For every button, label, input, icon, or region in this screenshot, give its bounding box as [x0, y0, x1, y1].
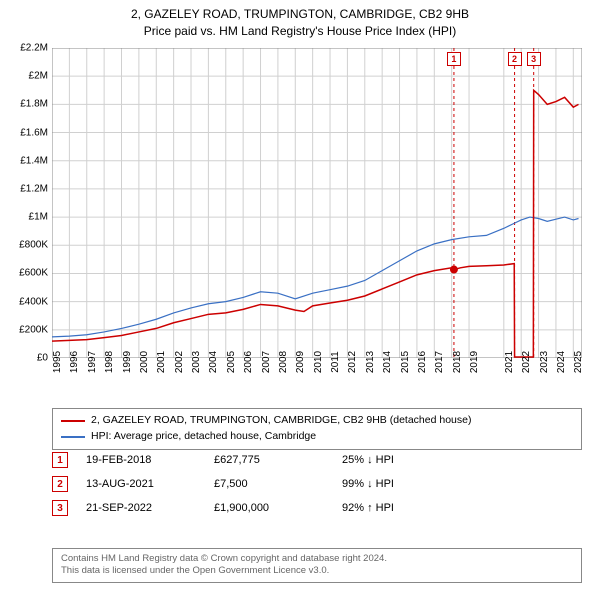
copyright-line-1: Contains HM Land Registry data © Crown c… — [61, 553, 573, 565]
legend-label-red: 2, GAZELEY ROAD, TRUMPINGTON, CAMBRIDGE,… — [91, 413, 471, 429]
event-row: 2 13-AUG-2021 £7,500 99% ↓ HPI — [52, 476, 582, 492]
xtick-label: 2016 — [417, 351, 428, 373]
ytick-label: £2.2M — [20, 43, 48, 54]
title-line-1: 2, GAZELEY ROAD, TRUMPINGTON, CAMBRIDGE,… — [0, 6, 600, 23]
chart-svg — [52, 48, 582, 358]
chart-event-badge: 2 — [508, 52, 522, 66]
event-date: 19-FEB-2018 — [86, 454, 196, 466]
chart-area: £0£200K£400K£600K£800K£1M£1.2M£1.4M£1.6M… — [52, 48, 582, 358]
xtick-label: 2014 — [382, 351, 393, 373]
event-price: £627,775 — [214, 454, 324, 466]
event-date: 21-SEP-2022 — [86, 502, 196, 514]
xtick-label: 2002 — [174, 351, 185, 373]
xtick-label: 2004 — [208, 351, 219, 373]
chart-container: 2, GAZELEY ROAD, TRUMPINGTON, CAMBRIDGE,… — [0, 0, 600, 590]
xtick-label: 2015 — [400, 351, 411, 373]
ytick-label: £1M — [29, 212, 48, 223]
xtick-label: 2013 — [365, 351, 376, 373]
events-block: 1 19-FEB-2018 £627,775 25% ↓ HPI 2 13-AUG-202… — [52, 452, 582, 524]
ytick-label: £1.2M — [20, 183, 48, 194]
ytick-label: £600K — [19, 268, 48, 279]
ytick-label: £800K — [19, 240, 48, 251]
xtick-label: 2010 — [313, 351, 324, 373]
xtick-label: 2003 — [191, 351, 202, 373]
event-badge: 2 — [52, 476, 68, 492]
legend-swatch-blue — [61, 436, 85, 438]
ytick-label: £1.8M — [20, 99, 48, 110]
ytick-label: £2M — [29, 71, 48, 82]
xtick-label: 1996 — [69, 351, 80, 373]
xtick-label: 2012 — [347, 351, 358, 373]
chart-event-badge: 3 — [527, 52, 541, 66]
event-row: 3 21-SEP-2022 £1,900,000 92% ↑ HPI — [52, 500, 582, 516]
event-pct: 99% ↓ HPI — [342, 478, 394, 490]
legend-item-red: 2, GAZELEY ROAD, TRUMPINGTON, CAMBRIDGE,… — [61, 413, 573, 429]
copyright-line-2: This data is licensed under the Open Gov… — [61, 565, 573, 577]
legend-box: 2, GAZELEY ROAD, TRUMPINGTON, CAMBRIDGE,… — [52, 408, 582, 450]
xtick-label: 2009 — [295, 351, 306, 373]
xtick-label: 2005 — [226, 351, 237, 373]
event-price: £1,900,000 — [214, 502, 324, 514]
ytick-label: £400K — [19, 296, 48, 307]
copyright-box: Contains HM Land Registry data © Crown c… — [52, 548, 582, 583]
ytick-label: £1.6M — [20, 127, 48, 138]
legend-item-blue: HPI: Average price, detached house, Camb… — [61, 429, 573, 445]
xtick-label: 2025 — [573, 351, 584, 373]
event-row: 1 19-FEB-2018 £627,775 25% ↓ HPI — [52, 452, 582, 468]
ytick-label: £0 — [37, 353, 48, 364]
xtick-label: 2000 — [139, 351, 150, 373]
ytick-label: £200K — [19, 324, 48, 335]
chart-event-badge: 1 — [447, 52, 461, 66]
xtick-label: 2011 — [330, 351, 341, 373]
title-block: 2, GAZELEY ROAD, TRUMPINGTON, CAMBRIDGE,… — [0, 0, 600, 42]
xtick-label: 2018 — [452, 351, 463, 373]
xtick-label: 2024 — [556, 351, 567, 373]
xtick-label: 1998 — [104, 351, 115, 373]
xtick-label: 2021 — [504, 351, 515, 373]
event-badge: 1 — [52, 452, 68, 468]
event-pct: 25% ↓ HPI — [342, 454, 394, 466]
xtick-label: 2019 — [469, 351, 480, 373]
xtick-label: 2022 — [521, 351, 532, 373]
xtick-label: 2008 — [278, 351, 289, 373]
ytick-label: £1.4M — [20, 155, 48, 166]
legend-swatch-red — [61, 420, 85, 422]
event-date: 13-AUG-2021 — [86, 478, 196, 490]
xtick-label: 2017 — [434, 351, 445, 373]
xtick-label: 1995 — [52, 351, 63, 373]
legend-label-blue: HPI: Average price, detached house, Camb… — [91, 429, 316, 445]
xtick-label: 2001 — [156, 351, 167, 373]
xtick-label: 2023 — [539, 351, 550, 373]
event-pct: 92% ↑ HPI — [342, 502, 394, 514]
xtick-label: 2007 — [261, 351, 272, 373]
xtick-label: 1999 — [122, 351, 133, 373]
event-price: £7,500 — [214, 478, 324, 490]
xtick-label: 1997 — [87, 351, 98, 373]
title-line-2: Price paid vs. HM Land Registry's House … — [0, 23, 600, 40]
xtick-label: 2006 — [243, 351, 254, 373]
event-badge: 3 — [52, 500, 68, 516]
